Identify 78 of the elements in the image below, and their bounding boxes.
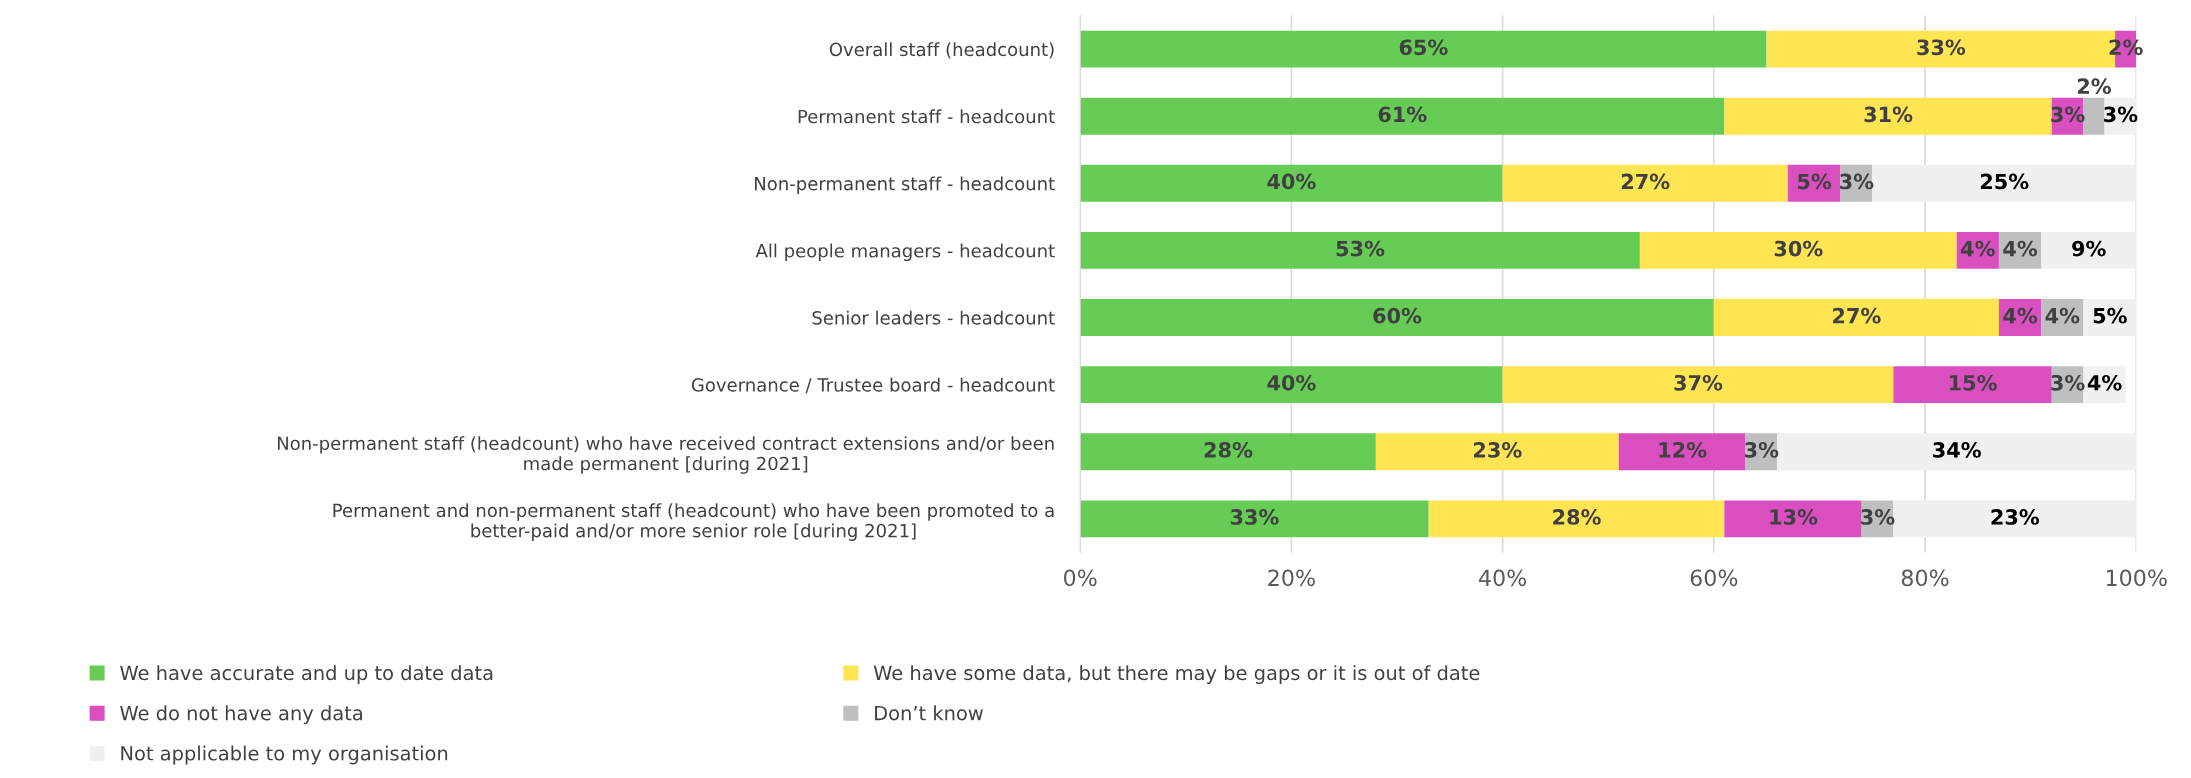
x-tick-label: 100% xyxy=(2106,569,2167,587)
y-tick-label: All people managers - headcount xyxy=(755,243,1055,262)
data-label: 12% xyxy=(1659,442,1707,458)
data-label: 65% xyxy=(1399,39,1448,56)
data-label: 3% xyxy=(2051,374,2085,391)
data-label: 9% xyxy=(2072,240,2106,257)
bar xyxy=(1375,433,1619,471)
data-label: 3% xyxy=(1840,173,1874,190)
bar xyxy=(1502,366,1894,404)
y-tick-label: Overall staff (headcount) xyxy=(829,42,1054,59)
bar xyxy=(1724,500,1862,538)
bar xyxy=(1080,500,1429,538)
bar xyxy=(1872,164,2137,202)
data-label: 13% xyxy=(1770,509,1818,525)
x-tick-label: 80% xyxy=(1901,569,1949,587)
legend-label: We do not have any data xyxy=(120,705,362,725)
data-label: 34% xyxy=(1933,442,1981,458)
y-tick-label: Governance / Trustee board - headcount xyxy=(691,377,1055,394)
bar xyxy=(1724,97,2052,135)
data-label: 4% xyxy=(1961,240,1995,257)
bar xyxy=(1777,433,2137,471)
x-tick-label: 60% xyxy=(1690,569,1738,587)
data-label: 33% xyxy=(1917,39,1966,56)
data-label: 2% xyxy=(2077,78,2111,95)
data-label: 4% xyxy=(2003,240,2038,257)
bar xyxy=(1893,366,2052,404)
data-label: 5% xyxy=(1798,173,1832,190)
data-label: 33% xyxy=(1230,509,1279,525)
data-label: 28% xyxy=(1553,509,1601,525)
y-tick-label: Non-permanent staff (headcount) who have received contract extensions and/or been made permanent [during 2021] xyxy=(277,436,1054,474)
bar xyxy=(1080,366,1503,404)
data-label: 60% xyxy=(1373,307,1422,324)
data-label: 28% xyxy=(1204,442,1253,458)
y-tick-label: Permanent staff - headcount xyxy=(798,109,1055,124)
data-label: 15% xyxy=(1949,374,1997,391)
x-tick-label: 20% xyxy=(1268,569,1315,587)
y-tick-label: Non-permanent staff - headcount xyxy=(755,176,1055,194)
legend-label: We have some data, but there may be gaps or it is out of date xyxy=(873,665,1480,684)
data-label: 3% xyxy=(2104,106,2138,123)
data-label: 27% xyxy=(1833,307,1881,324)
data-label: 37% xyxy=(1674,374,1723,391)
legend-label: Not applicable to my organisation xyxy=(121,745,448,765)
bar xyxy=(1639,231,1957,269)
data-label: 61% xyxy=(1378,106,1427,123)
data-label: 3% xyxy=(1745,442,1779,458)
data-label: 27% xyxy=(1621,173,1670,190)
legend-label: Don’t know xyxy=(875,705,983,721)
bar xyxy=(1080,164,1503,202)
data-label: 40% xyxy=(1267,173,1316,190)
data-label: 4% xyxy=(2087,374,2122,391)
y-tick-label: Permanent and non-permanent staff (headcount) who have been promoted to a better-paid and/or more senior role [during 2021] xyxy=(333,503,1054,541)
y-tick-label: Senior leaders - headcount xyxy=(812,310,1055,325)
bar xyxy=(1713,299,1999,336)
bar xyxy=(1502,164,1788,202)
x-tick-label: 40% xyxy=(1478,569,1527,587)
bar xyxy=(1080,433,1376,471)
bar xyxy=(2041,231,2137,269)
data-label: 4% xyxy=(2003,307,2038,324)
bar xyxy=(1618,433,1746,471)
data-label: 25% xyxy=(1980,173,2029,190)
data-label: 30% xyxy=(1774,240,1823,257)
bar xyxy=(1080,97,1725,135)
bar xyxy=(1428,500,1725,538)
bar xyxy=(2083,97,2105,135)
data-label: 31% xyxy=(1864,106,1913,123)
x-tick-label: 0% xyxy=(1064,569,1097,587)
bar xyxy=(1080,231,1640,269)
data-label: 5% xyxy=(2093,307,2127,324)
data-label: 3% xyxy=(1861,509,1895,525)
bar xyxy=(1080,30,1767,68)
data-label: 40% xyxy=(1267,374,1316,391)
bar xyxy=(1893,500,2137,538)
legend-label: We have accurate and up to date data xyxy=(120,665,493,684)
bar xyxy=(1080,299,1714,336)
data-label: 53% xyxy=(1336,240,1385,257)
data-label: 4% xyxy=(2045,307,2080,324)
data-label: 23% xyxy=(1991,509,2040,525)
data-label: 23% xyxy=(1474,442,1522,458)
